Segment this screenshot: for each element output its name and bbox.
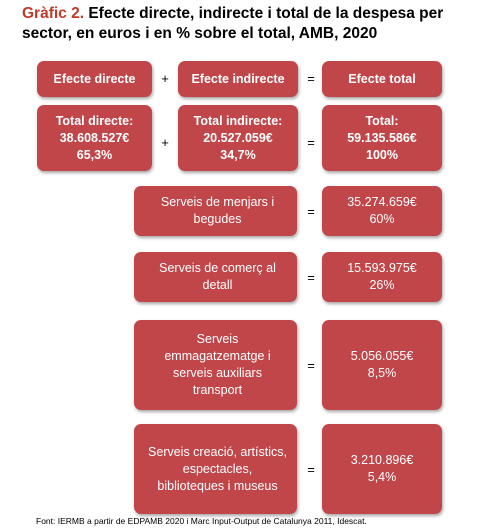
equals-operator: =	[307, 270, 315, 285]
equals-operator: =	[307, 71, 315, 86]
sector-value-box: 35.274.659€ 60%	[322, 186, 442, 236]
figure-number: Gràfic 2.	[22, 5, 85, 22]
equals-operator: =	[307, 462, 315, 477]
total-effect-label: Total:	[365, 113, 399, 128]
indirect-effect-header: Efecte indirecte	[178, 61, 298, 97]
equals-operator: =	[307, 135, 315, 150]
figure-title-text: Efecte directe, indirecte i total de la …	[22, 5, 444, 42]
total-effect-header: Efecte total	[322, 61, 442, 97]
total-direct-label: Total directe:	[55, 113, 134, 128]
source-note: Font: IERMB a partir de EDPAMB 2020 i Ma…	[36, 516, 367, 526]
sector-name-box: Serveis de comerç al detall	[134, 252, 297, 302]
total-effect-box: Total: 59.135.586€ 100%	[322, 105, 442, 171]
sector-value-box: 3.210.896€ 5,4%	[322, 424, 442, 514]
sector-name-box: Serveis creació, artístics, espectacles,…	[134, 424, 297, 514]
sector-value-box: 5.056.055€ 8,5%	[322, 320, 442, 410]
total-indirect-pct: 34,7%	[220, 147, 256, 162]
sector-name-box: Serveis de menjars i begudes	[134, 186, 297, 236]
equals-operator: =	[307, 204, 315, 219]
direct-effect-header: Efecte directe	[37, 61, 152, 97]
figure-title: Gràfic 2. Efecte directe, indirecte i to…	[22, 4, 482, 44]
total-direct-box: Total directe: 38.608.527€ 65,3%	[37, 105, 152, 171]
total-effect-pct: 100%	[366, 147, 398, 162]
equals-operator: =	[307, 358, 315, 373]
plus-operator: +	[161, 135, 169, 150]
plus-operator: +	[161, 71, 169, 86]
total-indirect-label: Total indirecte:	[193, 113, 283, 128]
total-effect-value: 59.135.586€	[347, 130, 417, 145]
total-indirect-value: 20.527.059€	[203, 130, 273, 145]
total-direct-value: 38.608.527€	[59, 130, 130, 145]
total-indirect-box: Total indirecte: 20.527.059€ 34,7%	[178, 105, 298, 171]
sector-name-box: Serveis emmagatzematge i serveis auxilia…	[134, 320, 297, 410]
total-direct-pct: 65,3%	[76, 147, 113, 162]
sector-value-box: 15.593.975€ 26%	[322, 252, 442, 302]
